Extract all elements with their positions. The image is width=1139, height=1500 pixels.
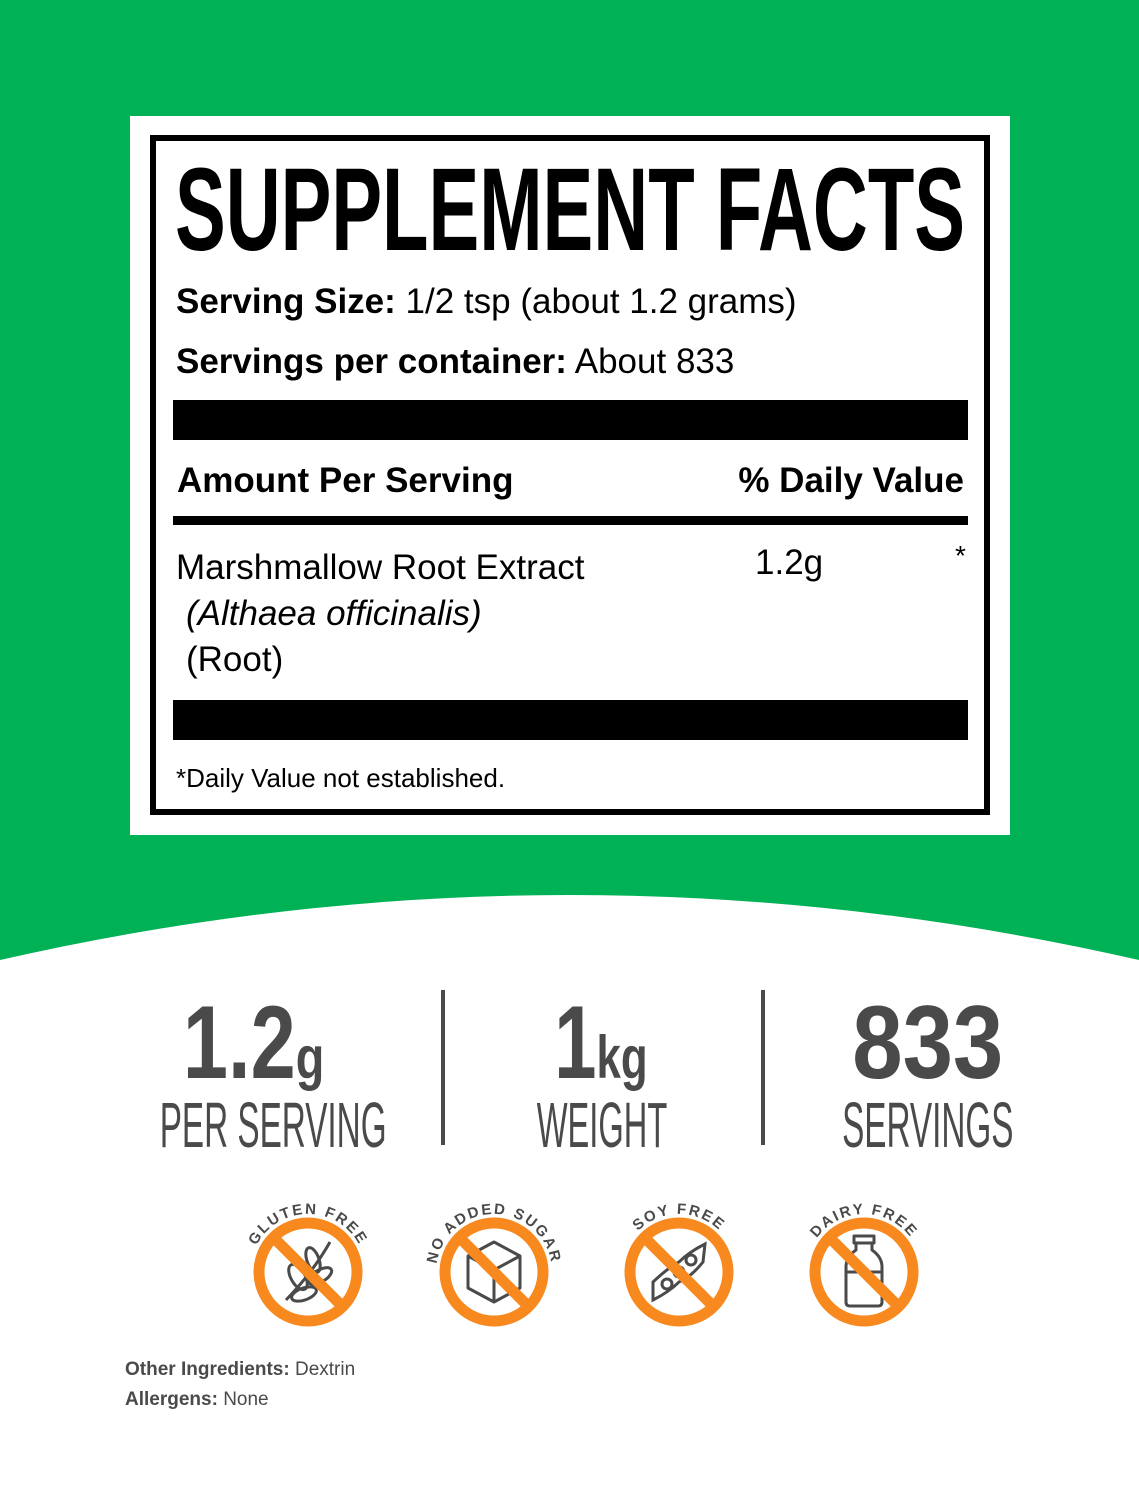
ingredient-daily-value: * [955,540,966,571]
ingredient-amount: 1.2g [755,543,824,582]
badge-text: SOY FREE [629,1201,726,1234]
title-text: SUPPLEMENT FACTS [175,160,965,255]
stat-weight-unit: kg [596,1024,648,1091]
stat-servings-label: SERVINGS [842,1089,1014,1161]
other-ingredients-label: Other Ingredients: [125,1359,290,1380]
ingredient-name: Marshmallow Root Extract [176,548,585,587]
stat-weight: 1kg [401,991,801,1095]
other-ingredients-value: Dextrin [294,1359,356,1380]
stat-servings-value: 833 [852,985,1004,1101]
daily-value-header: % Daily Value [738,461,964,500]
stat-per-serving-label: PER SERVING [159,1089,387,1161]
stat-per-serving: 1.2g [54,991,454,1095]
stat-weight-value: 1 [554,985,597,1101]
servings-per-container-value: About 833 [574,342,735,381]
stat-divider [761,990,765,1145]
allergens-value: None [223,1389,269,1410]
servings-per-container-label: Servings per container: [176,342,567,381]
serving-size-value: 1/2 tsp (about 1.2 grams) [405,282,797,321]
stat-weight-label: WEIGHT [536,1089,668,1161]
ingredient-latin-name: (Althaea officinalis) [186,594,482,633]
badge-no-added-sugar: NO ADDED SUGAR [424,1201,562,1327]
stat-per-serving-label-row: PER SERVING [55,1089,455,1161]
badge-gluten-free: GLUTEN FREE [245,1201,369,1327]
svg-text:SOY FREE: SOY FREE [629,1201,728,1234]
amount-per-serving-header: Amount Per Serving [177,461,514,500]
divider-line [173,516,968,525]
stat-divider [441,990,445,1145]
allergens: Allergens: None [125,1389,269,1411]
stat-servings-label-row: SERVINGS [728,1089,1128,1161]
stat-per-serving-unit: g [296,1024,325,1091]
stat-servings: 833 [728,991,1128,1095]
serving-size-label: Serving Size: [176,282,396,321]
badges-row: GLUTEN FREE NO ADDED SUGAR SOY FREE DAIR… [245,1201,919,1327]
allergens-label: Allergens: [125,1389,218,1410]
badge-dairy-free: DAIRY FREE [807,1201,919,1327]
ingredient-part: (Root) [186,640,284,679]
other-ingredients: Other Ingredients: Dextrin [125,1359,355,1381]
stat-weight-label-row: WEIGHT [402,1089,802,1161]
supplement-facts-title: SUPPLEMENT FACTS [175,160,965,255]
divider-bar [173,400,968,440]
badge-soy-free: SOY FREE [624,1201,734,1327]
footnote: *Daily Value not established. [176,763,506,793]
supplement-facts-border [150,135,990,815]
divider-bar [173,700,968,740]
stat-per-serving-value: 1.2 [183,985,297,1101]
